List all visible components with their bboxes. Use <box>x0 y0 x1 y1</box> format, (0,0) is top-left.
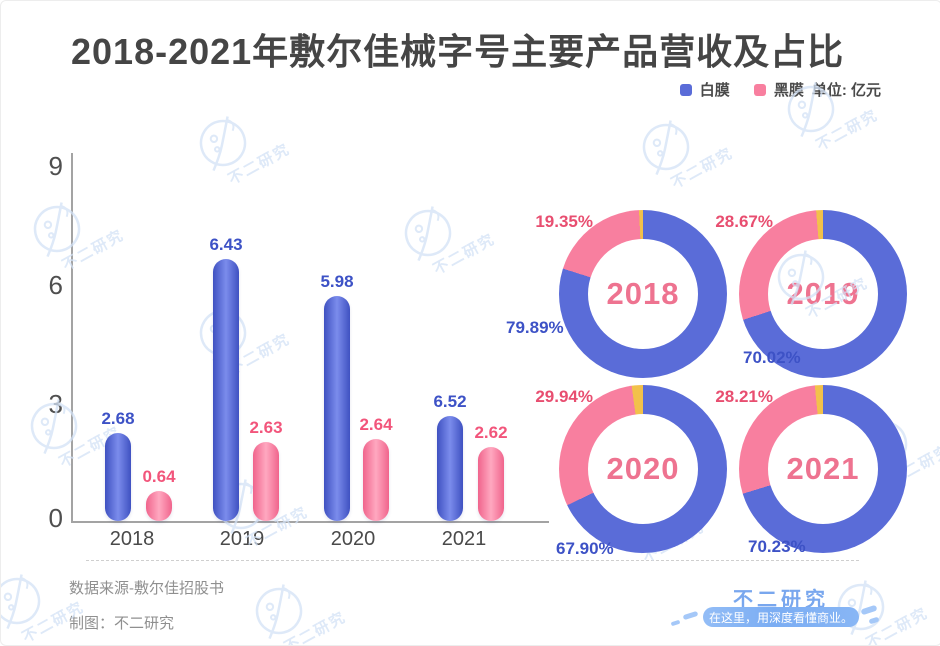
donut-2018: 2018 <box>559 210 727 378</box>
footer-divider <box>86 560 859 561</box>
watermark-logo-icon <box>787 82 835 138</box>
donut-2020: 2020 <box>559 385 727 553</box>
y-tick-label: 6 <box>48 270 63 300</box>
y-tick-label: 9 <box>48 151 63 181</box>
bar-白膜-2021 <box>437 416 463 521</box>
donut-black-pct-label: 29.94% <box>535 387 593 406</box>
legend-black-label: 黑膜 <box>773 82 804 99</box>
donut-2021: 2021 <box>739 385 907 553</box>
watermark: 不二研究 <box>26 398 124 471</box>
watermark: 不二研究 <box>773 249 871 322</box>
donut-year-label: 2020 <box>606 451 680 486</box>
watermark-logo-icon <box>777 250 825 306</box>
x-axis-line <box>71 521 549 523</box>
watermark: 不二研究 <box>400 205 498 278</box>
watermark-logo-icon <box>404 206 452 262</box>
watermark: 不二研究 <box>1 573 87 645</box>
bar-黑膜-2019 <box>253 442 279 521</box>
donut-black-pct-label: 28.21% <box>715 387 773 406</box>
donut-hole: 2018 <box>588 239 698 349</box>
bar-value-label: 0.64 <box>142 467 176 486</box>
bar-value-label: 5.98 <box>320 272 354 291</box>
watermark: 不二研究 <box>638 119 736 192</box>
donut-hole: 2020 <box>588 414 698 524</box>
donut-hole: 2021 <box>768 414 878 524</box>
pill-accent-left <box>682 610 699 621</box>
x-category-label: 2019 <box>219 528 265 550</box>
credit-text: 制图：不二研究 <box>69 615 175 632</box>
x-category-label: 2018 <box>109 528 155 550</box>
watermark: 不二研究 <box>195 115 293 188</box>
page-title: 2018-2021年敷尔佳械字号主要产品营收及占比 <box>71 31 845 72</box>
donut-white-pct-label: 70.02% <box>743 348 801 367</box>
bar-value-label: 6.43 <box>209 235 243 254</box>
x-category-label: 2021 <box>441 528 487 550</box>
watermark: 不二研究 <box>29 201 127 274</box>
watermark: 不二研究 <box>251 583 349 645</box>
bar-黑膜-2020 <box>363 439 389 521</box>
watermark-logo-icon <box>1 574 41 630</box>
donut-white-pct-label: 79.89% <box>506 318 564 337</box>
donut-black-pct-label: 28.67% <box>715 212 773 231</box>
bar-value-label: 6.52 <box>433 392 467 411</box>
bar-白膜-2018 <box>105 433 131 521</box>
bar-黑膜-2018 <box>146 491 172 521</box>
watermark-logo-icon <box>199 116 247 172</box>
brand-tagline: 在这里，用深度看懂商业。 <box>708 610 853 625</box>
bar-黑膜-2021 <box>478 447 504 521</box>
x-category-label: 2020 <box>330 528 376 550</box>
brand-tagline-pill: 在这里，用深度看懂商业。 <box>703 607 859 627</box>
watermark: 不二研究 <box>783 81 881 154</box>
bar-value-label: 2.63 <box>249 418 283 437</box>
bar-白膜-2020 <box>324 296 350 521</box>
data-source-text: 数据来源-敷尔佳招股书 <box>69 580 224 597</box>
brand-name: 不二研究 <box>733 589 829 611</box>
bar-value-label: 2.68 <box>101 409 135 428</box>
donut-year-label: 2018 <box>606 276 680 311</box>
watermark-logo-icon <box>30 399 78 455</box>
donut-white-pct-label: 67.90% <box>556 539 614 558</box>
donut-white-pct-label: 70.23% <box>748 537 806 556</box>
watermark-logo-icon <box>33 202 81 258</box>
bar-value-label: 2.64 <box>359 415 393 434</box>
y-tick-label: 0 <box>48 503 63 533</box>
pill-accent-left-2 <box>670 619 681 627</box>
watermark-logo-icon <box>255 584 303 640</box>
legend-black-swatch <box>753 83 766 96</box>
bar-白膜-2019 <box>213 259 239 521</box>
bar-value-label: 2.62 <box>474 423 508 442</box>
donut-black-pct-label: 19.35% <box>535 212 593 231</box>
legend-white-label: 白膜 <box>699 82 730 99</box>
y-axis-line <box>71 153 73 523</box>
watermark-logo-icon <box>642 120 690 176</box>
donut-year-label: 2021 <box>786 451 860 486</box>
donut-2019: 2019 <box>739 210 907 378</box>
legend-white-swatch <box>679 83 692 96</box>
